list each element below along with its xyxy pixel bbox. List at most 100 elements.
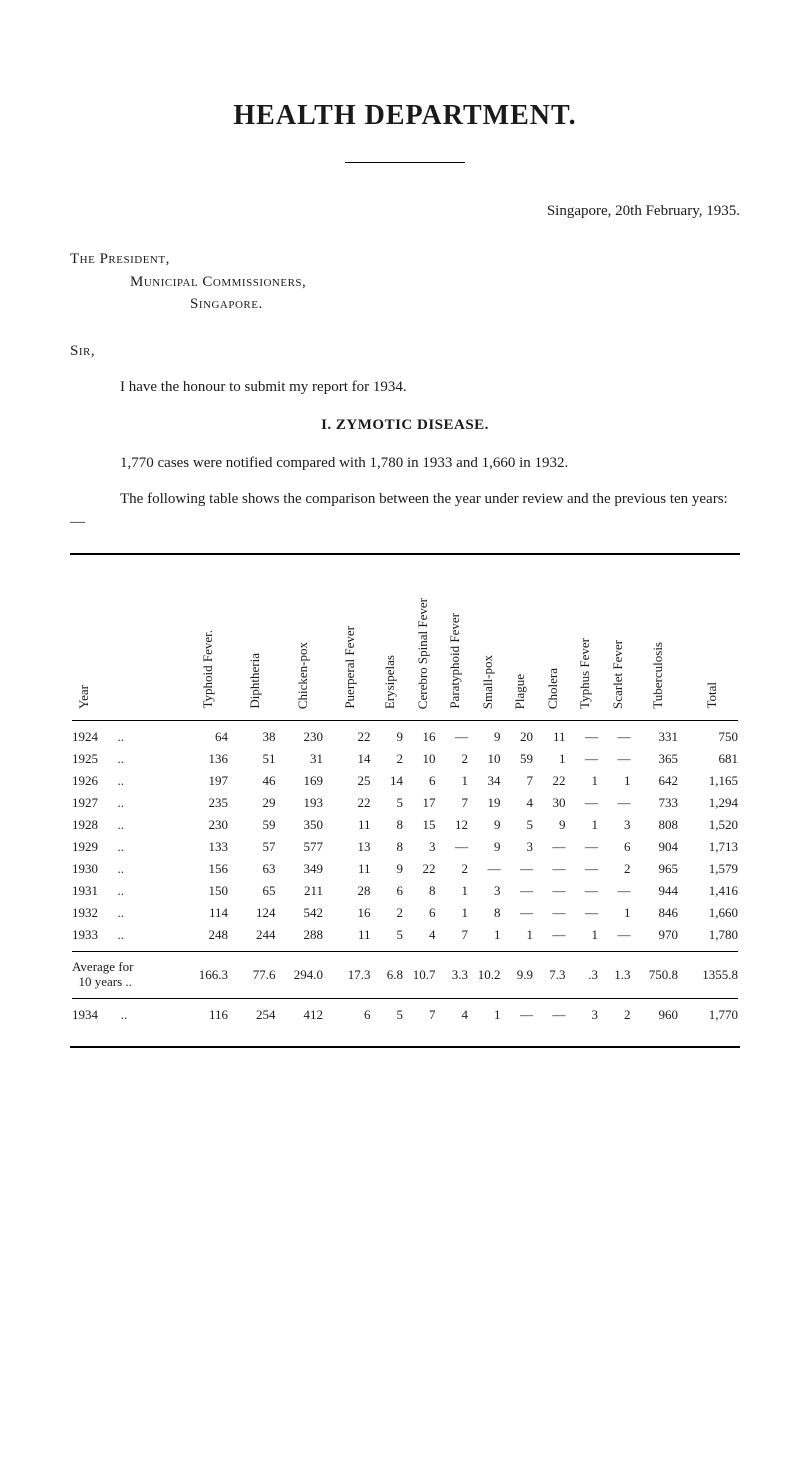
- cell: 1: [470, 924, 503, 946]
- table-row: 1924 ..643823022916—92011——331750: [70, 726, 740, 748]
- cell: 6: [325, 1004, 373, 1026]
- cell: 166.3: [183, 957, 231, 993]
- cell: 197: [183, 770, 231, 792]
- table-row: 1929 ..133575771383—93——69041,713: [70, 836, 740, 858]
- cell: 5: [373, 1004, 406, 1026]
- cell: 230: [183, 814, 231, 836]
- addr-line2: Municipal Commissioners,: [130, 271, 740, 294]
- cell: —: [600, 748, 633, 770]
- cell: 193: [278, 792, 326, 814]
- cell: 1,520: [680, 814, 740, 836]
- year-cell: 1930 ..: [70, 858, 183, 880]
- cell: 6: [405, 902, 438, 924]
- cell: 46: [230, 770, 278, 792]
- cell: —: [568, 858, 601, 880]
- year-cell: 1931 ..: [70, 880, 183, 902]
- cell: 1: [438, 770, 471, 792]
- cell: 9: [470, 814, 503, 836]
- cell: 25: [325, 770, 373, 792]
- cell: 2: [438, 858, 471, 880]
- cell: 733: [633, 792, 681, 814]
- cell: 2: [373, 748, 406, 770]
- cell: 28: [325, 880, 373, 902]
- cell: 13: [325, 836, 373, 858]
- cell: 230: [278, 726, 326, 748]
- cell: 1: [600, 902, 633, 924]
- cell: —: [600, 924, 633, 946]
- dateline: Singapore, 20th February, 1935.: [70, 203, 740, 220]
- cell: 64: [183, 726, 231, 748]
- col-erysipelas: Erysipelas: [382, 655, 398, 709]
- cell: 5: [373, 924, 406, 946]
- cell: 4: [405, 924, 438, 946]
- cell: 7: [438, 924, 471, 946]
- cell: 11: [325, 858, 373, 880]
- cell: 9: [535, 814, 568, 836]
- cell: 11: [325, 924, 373, 946]
- cell: 965: [633, 858, 681, 880]
- cell: 244: [230, 924, 278, 946]
- cell: 1,780: [680, 924, 740, 946]
- cell: 577: [278, 836, 326, 858]
- para-2: The following table shows the comparison…: [70, 488, 740, 533]
- year-1934-row: 1934 .. 116 254 412 6 5 7 4 1 — — 3 2 96…: [70, 1004, 740, 1026]
- cell: 3: [600, 814, 633, 836]
- cell: 2: [600, 1004, 633, 1026]
- addr-line3: Singapore.: [190, 293, 740, 316]
- cell: 254: [230, 1004, 278, 1026]
- cell: 2: [373, 902, 406, 924]
- cell: 2: [600, 858, 633, 880]
- cell: 6: [373, 880, 406, 902]
- cell: —: [568, 792, 601, 814]
- cell: —: [438, 836, 471, 858]
- cell: 3.3: [438, 957, 471, 993]
- cell: 960: [633, 1004, 681, 1026]
- cell: —: [535, 858, 568, 880]
- cell: 8: [405, 880, 438, 902]
- year-cell: 1926 ..: [70, 770, 183, 792]
- cell: 9: [373, 858, 406, 880]
- cell: 6: [405, 770, 438, 792]
- cell: 34: [470, 770, 503, 792]
- col-plague: Plague: [512, 674, 528, 709]
- cell: 1: [600, 770, 633, 792]
- cell: 29: [230, 792, 278, 814]
- col-typhus: Typhus Fever: [577, 638, 593, 709]
- table-row: 1927 ..2352919322517719430——7331,294: [70, 792, 740, 814]
- col-smallpox: Small-pox: [480, 655, 496, 709]
- section-heading: I. ZYMOTIC DISEASE.: [70, 417, 740, 434]
- cell: 1: [470, 1004, 503, 1026]
- cell: 133: [183, 836, 231, 858]
- cell: 9: [470, 726, 503, 748]
- average-row: Average for 10 years .. 166.3 77.6 294.0…: [70, 957, 740, 993]
- cell: 77.6: [230, 957, 278, 993]
- cell: —: [503, 902, 536, 924]
- title-rule: [345, 162, 465, 163]
- cell: 51: [230, 748, 278, 770]
- page-title: HEALTH DEPARTMENT.: [70, 100, 740, 132]
- cell: —: [470, 858, 503, 880]
- cell: 248: [183, 924, 231, 946]
- cell: 10: [405, 748, 438, 770]
- disease-table: Year Typhoid Fever. Diphtheria Chicken-p…: [70, 559, 740, 1026]
- col-chickenpox: Chicken-pox: [295, 642, 311, 709]
- cell: 904: [633, 836, 681, 858]
- cell: 7.3: [535, 957, 568, 993]
- address-block: The President, Municipal Commissioners, …: [70, 248, 740, 316]
- cell: 350: [278, 814, 326, 836]
- table-head: Year Typhoid Fever. Diphtheria Chicken-p…: [70, 559, 740, 726]
- year-cell: 1924 ..: [70, 726, 183, 748]
- salutation: Sir,: [70, 340, 740, 363]
- cell: 331: [633, 726, 681, 748]
- avg-label-2: 10 years ..: [79, 974, 132, 989]
- cell: —: [568, 902, 601, 924]
- cell: —: [568, 726, 601, 748]
- col-puerperal: Puerperal Fever: [342, 626, 358, 709]
- year-1934-label: 1934: [72, 1007, 98, 1022]
- cell: 970: [633, 924, 681, 946]
- cell: 5: [503, 814, 536, 836]
- cell: —: [535, 880, 568, 902]
- cell: 944: [633, 880, 681, 902]
- cell: 1: [438, 880, 471, 902]
- cell: 1: [568, 770, 601, 792]
